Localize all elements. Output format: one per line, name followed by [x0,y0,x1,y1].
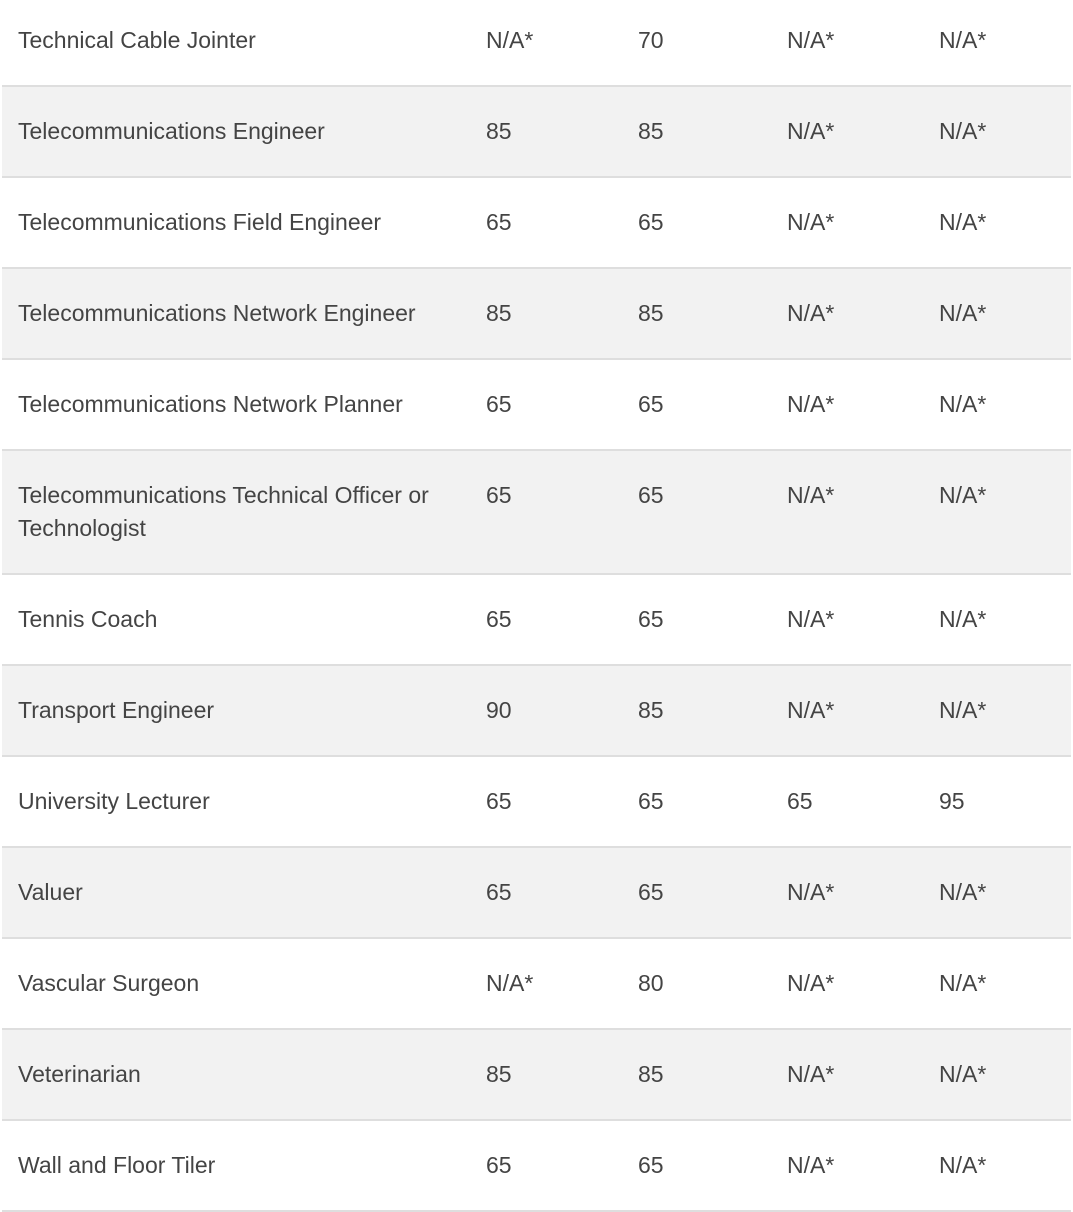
occupation-cell: Telecommunications Network Engineer [18,300,416,326]
value-cell-3: 65 [787,788,813,814]
table-row: Wall and Floor Tiler 65 65 N/A* N/A* [2,1120,1071,1211]
value-cell-2: 85 [638,300,664,326]
value-cell-4: N/A* [939,391,987,417]
value-cell-4: N/A* [939,1061,987,1087]
value-cell-3: N/A* [787,27,835,53]
value-cell-1: 65 [486,788,512,814]
value-cell-2: 65 [638,1152,664,1178]
occupation-cell: Tennis Coach [18,606,158,632]
value-cell-1: 65 [486,606,512,632]
value-cell-2: 70 [638,27,664,53]
value-cell-4: 95 [939,788,965,814]
occupation-cell: Telecommunications Network Planner [18,391,403,417]
value-cell-1: 65 [486,391,512,417]
value-cell-2: 65 [638,209,664,235]
value-cell-2: 85 [638,118,664,144]
table-row: Tennis Coach 65 65 N/A* N/A* [2,574,1071,665]
table-row: Veterinarian 85 85 N/A* N/A* [2,1029,1071,1120]
value-cell-1: 65 [486,482,512,508]
table-row: Valuer 65 65 N/A* N/A* [2,847,1071,938]
table-row: Vascular Surgeon N/A* 80 N/A* N/A* [2,938,1071,1029]
value-cell-3: N/A* [787,482,835,508]
value-cell-3: N/A* [787,879,835,905]
value-cell-2: 65 [638,606,664,632]
value-cell-1: 65 [486,1152,512,1178]
occupation-cell: Transport Engineer [18,697,215,723]
value-cell-1: 90 [486,697,512,723]
value-cell-1: 65 [486,879,512,905]
value-cell-3: N/A* [787,209,835,235]
occupation-cell: Telecommunications Technical Officer or … [18,482,429,541]
value-cell-1: N/A* [486,27,534,53]
value-cell-2: 65 [638,879,664,905]
value-cell-2: 85 [638,1061,664,1087]
table-row: Telecommunications Technical Officer or … [2,450,1071,574]
value-cell-4: N/A* [939,606,987,632]
value-cell-4: N/A* [939,482,987,508]
value-cell-3: N/A* [787,606,835,632]
value-cell-4: N/A* [939,209,987,235]
table-row: Telecommunications Network Planner 65 65 N/… [2,359,1071,450]
table-row: Technical Cable Jointer N/A* 70 N/A* N/A* [2,0,1071,86]
value-cell-4: N/A* [939,970,987,996]
value-cell-1: 85 [486,1061,512,1087]
occupation-cell: Wall and Floor Tiler [18,1152,216,1178]
value-cell-3: N/A* [787,1152,835,1178]
table-row: Telecommunications Field Engineer 65 65 N/A… [2,177,1071,268]
value-cell-3: N/A* [787,970,835,996]
value-cell-2: 65 [638,482,664,508]
value-cell-2: 80 [638,970,664,996]
occupation-cell: Telecommunications Engineer [18,118,325,144]
value-cell-3: N/A* [787,391,835,417]
occupation-cell: Veterinarian [18,1061,141,1087]
occupation-cell: Technical Cable Jointer [18,27,256,53]
value-cell-2: 65 [638,391,664,417]
occupation-cell: Vascular Surgeon [18,970,200,996]
value-cell-2: 65 [638,788,664,814]
occupation-cell: University Lecturer [18,788,210,814]
value-cell-1: 65 [486,209,512,235]
value-cell-3: N/A* [787,118,835,144]
value-cell-3: N/A* [787,697,835,723]
value-cell-2: 85 [638,697,664,723]
value-cell-4: N/A* [939,118,987,144]
value-cell-1: 85 [486,118,512,144]
table-row: Telecommunications Network Engineer 85 85 N… [2,268,1071,359]
value-cell-4: N/A* [939,27,987,53]
value-cell-4: N/A* [939,879,987,905]
value-cell-1: 85 [486,300,512,326]
value-cell-3: N/A* [787,300,835,326]
value-cell-4: N/A* [939,697,987,723]
occupation-cell: Telecommunications Field Engineer [18,209,382,235]
occupation-cell: Valuer [18,879,83,905]
value-cell-4: N/A* [939,1152,987,1178]
value-cell-4: N/A* [939,300,987,326]
value-cell-3: N/A* [787,1061,835,1087]
table-row: Telecommunications Engineer 85 85 N/A* N/A* [2,86,1071,177]
table-row: University Lecturer 65 65 65 95 [2,756,1071,847]
table-row: Transport Engineer 90 85 N/A* N/A* [2,665,1071,756]
value-cell-1: N/A* [486,970,534,996]
